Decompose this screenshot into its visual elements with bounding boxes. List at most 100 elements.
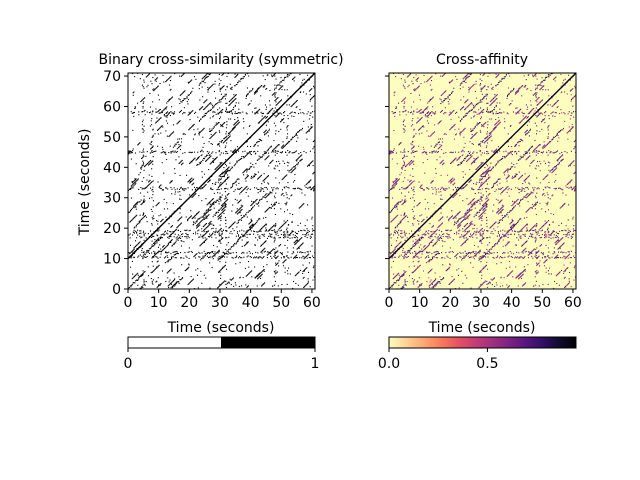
binary-cell	[160, 184, 162, 186]
binary-cell	[226, 194, 228, 196]
binary-cell	[188, 230, 190, 232]
binary-cell	[221, 173, 223, 175]
binary-cell	[142, 156, 144, 158]
binary-cell	[261, 85, 263, 87]
binary-cell	[179, 224, 181, 226]
binary-cell	[274, 96, 276, 98]
binary-cell	[129, 253, 131, 255]
binary-cell	[286, 73, 288, 76]
affinity-cell	[412, 245, 414, 247]
binary-cell	[295, 243, 297, 245]
binary-cell	[141, 73, 143, 76]
binary-cell	[158, 215, 160, 217]
binary-cell	[279, 230, 281, 232]
binary-cell	[283, 177, 285, 179]
binary-cell	[294, 256, 296, 258]
binary-cell	[312, 116, 314, 118]
binary-cell	[158, 110, 160, 112]
binary-cell	[159, 250, 161, 252]
binary-cell	[241, 233, 243, 235]
binary-cell	[158, 264, 160, 266]
binary-cell	[291, 221, 293, 223]
binary-cell	[258, 138, 260, 140]
binary-cell	[190, 92, 192, 94]
binary-cell	[140, 168, 142, 170]
binary-cell	[234, 126, 236, 128]
binary-cell	[279, 151, 281, 153]
binary-cell	[147, 249, 149, 251]
binary-cell	[234, 257, 236, 259]
binary-cell	[208, 74, 210, 76]
binary-cell	[233, 165, 235, 167]
binary-cell	[217, 102, 219, 104]
binary-colorbar-frame	[127, 336, 316, 349]
binary-cell	[133, 180, 135, 182]
binary-cell	[240, 78, 242, 80]
binary-cell	[218, 215, 220, 217]
binary-cell	[267, 149, 269, 151]
binary-cell	[259, 272, 261, 274]
binary-cell	[142, 273, 144, 275]
binary-cell	[261, 115, 263, 117]
binary-cell	[154, 243, 156, 245]
binary-cell	[190, 280, 192, 282]
binary-cell	[191, 177, 193, 179]
binary-cell	[254, 223, 256, 225]
binary-cell	[181, 278, 183, 280]
binary-cell	[152, 110, 154, 112]
binary-cell	[305, 267, 307, 269]
binary-cell	[265, 129, 267, 131]
binary-cell	[210, 187, 212, 189]
binary-cell	[151, 282, 153, 284]
binary-cell	[272, 150, 274, 152]
binary-cell	[142, 284, 144, 286]
binary-cell	[249, 226, 251, 228]
binary-cell	[219, 239, 221, 241]
binary-cell	[140, 204, 142, 206]
binary-cell	[128, 211, 130, 213]
binary-cell	[176, 227, 178, 229]
binary-cell	[265, 152, 267, 154]
binary-cell	[190, 126, 192, 129]
binary-cell	[212, 198, 214, 200]
binary-cell	[134, 178, 136, 180]
binary-cell	[170, 234, 172, 236]
binary-colorbar-low	[128, 337, 221, 348]
binary-cell	[309, 187, 311, 189]
binary-cell	[278, 144, 280, 146]
binary-cell	[260, 228, 263, 230]
binary-cell	[280, 128, 282, 130]
binary-cell	[222, 126, 224, 128]
binary-cell	[139, 192, 142, 194]
binary-cell	[254, 277, 256, 279]
binary-cell	[163, 81, 165, 83]
binary-cell	[280, 194, 282, 196]
binary-cell	[129, 256, 131, 258]
binary-cell	[172, 285, 174, 287]
binary-cell	[175, 250, 177, 253]
binary-cell	[207, 158, 209, 160]
binary-cell	[214, 234, 216, 236]
binary-cell	[293, 151, 295, 153]
binary-cell	[197, 151, 199, 153]
binary-cell	[201, 176, 203, 178]
binary-cell	[245, 213, 247, 215]
binary-cell	[225, 197, 227, 199]
binary-cell	[160, 125, 162, 128]
binary-cell	[250, 209, 252, 211]
binary-cell	[132, 273, 134, 275]
binary-cell	[297, 158, 299, 160]
binary-cell	[232, 108, 234, 110]
binary-cell	[250, 100, 252, 102]
binary-cell	[193, 221, 195, 223]
binary-cell	[225, 172, 227, 174]
binary-cell	[294, 112, 296, 114]
binary-cell	[293, 256, 295, 259]
binary-cell	[176, 123, 178, 125]
binary-cell	[218, 209, 220, 211]
binary-cell	[168, 270, 171, 272]
binary-cell	[152, 279, 154, 281]
affinity-cell	[475, 201, 477, 203]
binary-cell	[205, 209, 207, 211]
binary-cell	[194, 193, 196, 195]
